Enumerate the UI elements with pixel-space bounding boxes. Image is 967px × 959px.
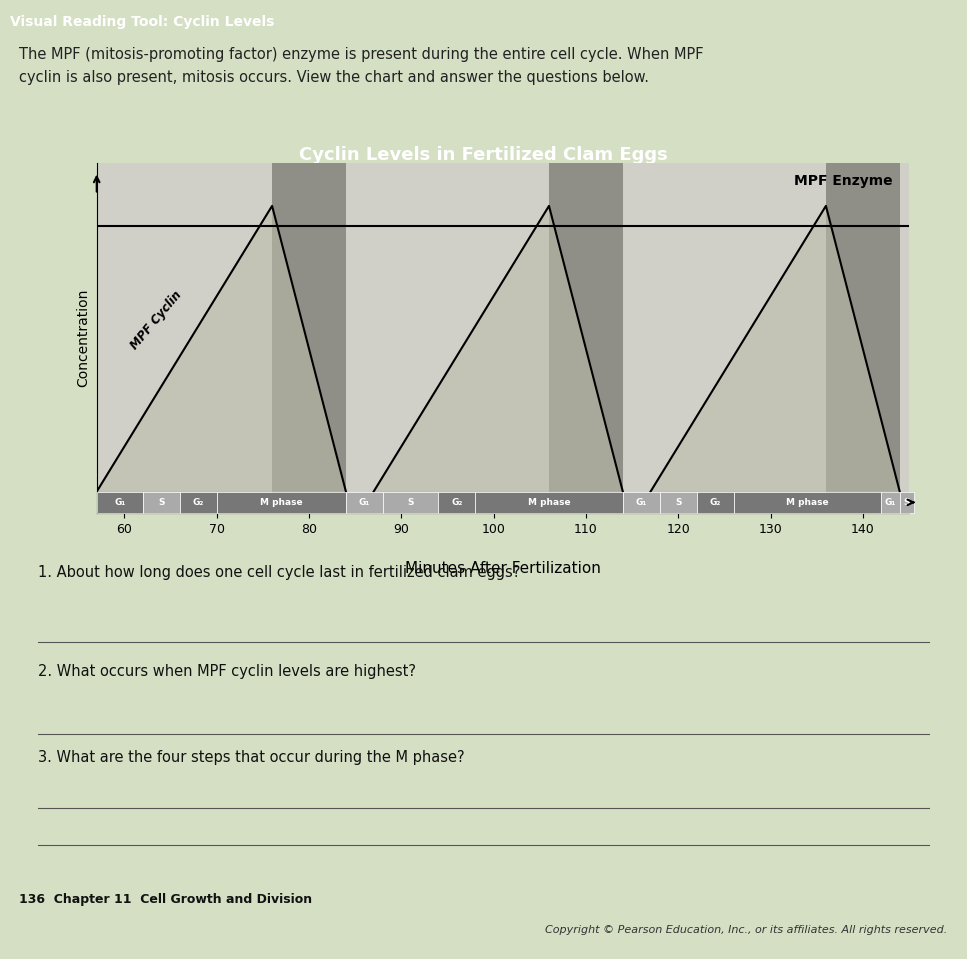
Text: S: S: [903, 498, 910, 507]
Text: M phase: M phase: [260, 498, 303, 507]
Text: S: S: [158, 498, 164, 507]
Text: G₁: G₁: [635, 498, 647, 507]
Bar: [143, 492, 180, 513]
Bar: [97, 492, 143, 513]
Text: Cyclin Levels in Fertilized Clam Eggs: Cyclin Levels in Fertilized Clam Eggs: [299, 147, 668, 165]
Bar: [826, 163, 899, 513]
Text: 3. What are the four steps that occur during the M phase?: 3. What are the four steps that occur du…: [38, 750, 465, 764]
Text: G₂: G₂: [710, 498, 720, 507]
Bar: [696, 492, 734, 513]
Text: 2. What occurs when MPF cyclin levels are highest?: 2. What occurs when MPF cyclin levels ar…: [38, 664, 416, 679]
Bar: [899, 492, 914, 513]
Bar: [383, 492, 438, 513]
Text: Visual Reading Tool: Cyclin Levels: Visual Reading Tool: Cyclin Levels: [10, 14, 274, 29]
Bar: [346, 492, 383, 513]
Bar: [438, 492, 475, 513]
Polygon shape: [651, 206, 899, 492]
Bar: [475, 492, 623, 513]
Text: 1. About how long does one cell cycle last in fertilized clam eggs?: 1. About how long does one cell cycle la…: [38, 566, 520, 580]
Polygon shape: [373, 206, 623, 492]
Bar: [734, 492, 881, 513]
Text: G₁: G₁: [114, 498, 126, 507]
Bar: [549, 163, 623, 513]
Y-axis label: Concentration: Concentration: [75, 289, 90, 387]
Bar: [881, 492, 899, 513]
Text: The MPF (mitosis-promoting factor) enzyme is present during the entire cell cycl: The MPF (mitosis-promoting factor) enzym…: [19, 48, 704, 84]
Text: S: S: [407, 498, 414, 507]
Polygon shape: [97, 206, 346, 492]
Text: M phase: M phase: [786, 498, 829, 507]
Bar: [217, 492, 346, 513]
Bar: [180, 492, 217, 513]
Text: 136  Chapter 11  Cell Growth and Division: 136 Chapter 11 Cell Growth and Division: [19, 893, 312, 906]
Text: Copyright © Pearson Education, Inc., or its affiliates. All rights reserved.: Copyright © Pearson Education, Inc., or …: [545, 925, 948, 935]
Text: G₂: G₂: [451, 498, 462, 507]
X-axis label: Minutes After Fertilization: Minutes After Fertilization: [405, 561, 601, 575]
Text: MPF Cyclin: MPF Cyclin: [129, 289, 185, 352]
Bar: [272, 163, 346, 513]
Text: S: S: [675, 498, 682, 507]
Bar: [659, 492, 696, 513]
Bar: [623, 492, 659, 513]
Text: G₁: G₁: [359, 498, 370, 507]
Text: G₂: G₂: [192, 498, 204, 507]
Text: M phase: M phase: [528, 498, 571, 507]
Text: G₁: G₁: [885, 498, 896, 507]
Text: MPF Enzyme: MPF Enzyme: [794, 174, 893, 188]
